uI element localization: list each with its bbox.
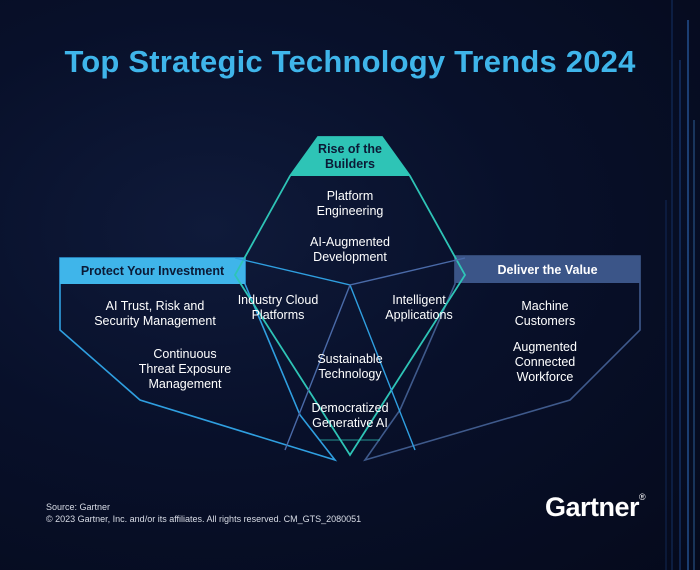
logo-text: Gartner	[545, 492, 640, 522]
header-deliver-value: Deliver the Value	[497, 263, 598, 277]
trend-industry-cloud: Industry Cloud Platforms	[237, 293, 319, 322]
top-theme-header	[290, 137, 410, 176]
trend-ai-augmented-development: AI-Augmented Development	[310, 235, 390, 264]
inner-right-line	[284, 257, 466, 451]
trend-democratized-ai: Democratized Generative AI	[311, 401, 389, 430]
trend-platform-engineering: Platform Engineering	[316, 189, 384, 218]
left-theme-header-bar	[60, 258, 245, 284]
page-title: Top Strategic Technology Trends 2024	[64, 44, 636, 79]
copyright-text: © 2023 Gartner, Inc. and/or its affiliat…	[46, 514, 362, 524]
decorative-light-streaks	[665, 0, 695, 570]
trend-ctem: Continuous Threat Exposure Management	[138, 347, 232, 391]
gartner-logo: Gartner®	[545, 492, 646, 523]
trend-intelligent-applications: Intelligent Applications	[385, 293, 453, 322]
registered-mark-icon: ®	[639, 492, 646, 502]
source-text: Source: Gartner	[46, 502, 111, 512]
trend-machine-customers: Machine Customers	[514, 299, 576, 328]
trend-ai-trust: AI Trust, Risk and Security Management	[94, 299, 216, 328]
header-protect-investment: Protect Your Investment	[80, 264, 225, 278]
trend-augmented-workforce: Augmented Connected Workforce	[513, 340, 577, 384]
trend-sustainable-technology: Sustainable Technology	[317, 352, 383, 381]
right-theme-header-bar	[455, 256, 640, 283]
header-rise-builders: Rise of the Builders	[318, 142, 382, 171]
